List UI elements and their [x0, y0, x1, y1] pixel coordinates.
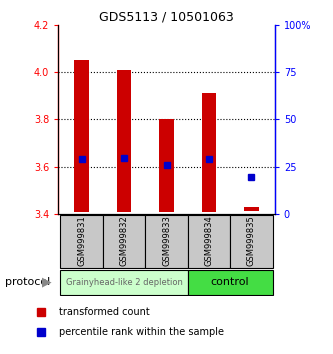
Bar: [103, 215, 145, 268]
Text: GSM999833: GSM999833: [162, 215, 171, 266]
Text: protocol: protocol: [5, 277, 50, 287]
Text: transformed count: transformed count: [59, 307, 150, 317]
Bar: [201, 93, 216, 212]
Text: percentile rank within the sample: percentile rank within the sample: [59, 327, 224, 337]
Text: GSM999834: GSM999834: [204, 215, 213, 266]
Bar: [230, 215, 273, 268]
Bar: [60, 270, 188, 295]
Bar: [244, 207, 259, 211]
Bar: [145, 215, 188, 268]
Text: GSM999831: GSM999831: [77, 215, 86, 266]
Bar: [60, 215, 103, 268]
Bar: [188, 215, 230, 268]
Bar: [117, 70, 132, 212]
Title: GDS5113 / 10501063: GDS5113 / 10501063: [99, 11, 234, 24]
Text: GSM999832: GSM999832: [120, 215, 129, 266]
Text: GSM999835: GSM999835: [247, 215, 256, 266]
Bar: [74, 60, 89, 212]
Bar: [159, 119, 174, 212]
Bar: [188, 270, 273, 295]
Text: control: control: [211, 277, 249, 287]
Text: Grainyhead-like 2 depletion: Grainyhead-like 2 depletion: [66, 278, 182, 287]
Text: ▶: ▶: [42, 276, 52, 289]
